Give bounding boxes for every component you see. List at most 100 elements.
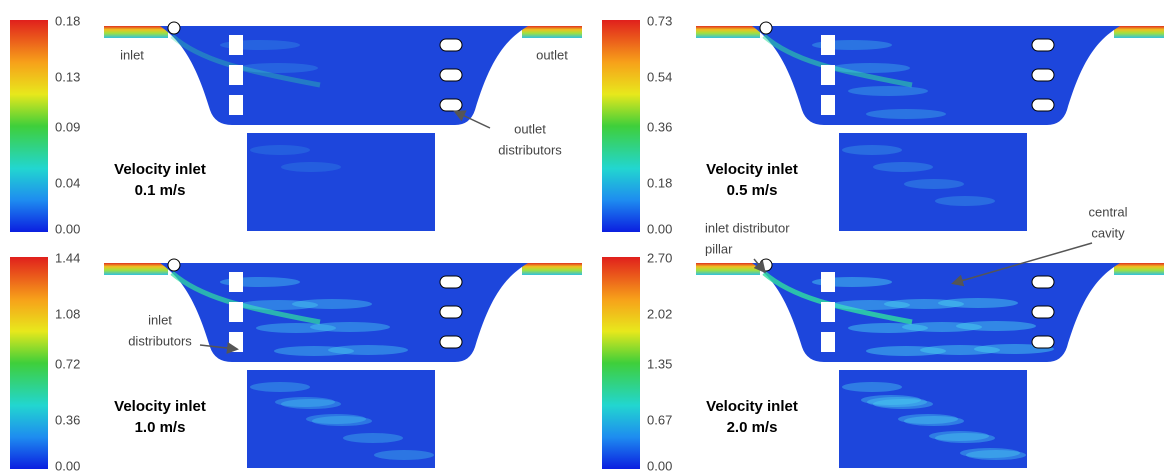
scale-label: 0.13 [55,69,80,84]
flow-streak [935,433,995,443]
flow-streak [842,145,902,155]
velocity-value: 0.5 m/s [727,182,778,199]
panel: 2.70 2.02 1.35 0.67 0.00 Velocity inlet 2.0 m/… [602,204,1164,473]
flow-streak [274,346,354,356]
annotation-arrow [453,110,491,129]
flow-streak [250,145,310,155]
flow-streak [281,162,341,172]
outlet-distributor [439,68,463,82]
inlet-distributor [821,95,835,115]
flow-streak [866,346,946,356]
velocity-label: Velocity inlet [114,398,206,415]
inlet-distributor [229,302,243,322]
flow-streak [250,382,310,392]
lower-domain [247,370,435,468]
inlet-distributor [821,332,835,352]
annotation-arrow [753,258,766,274]
flow-streak [929,431,989,441]
flow-streak [873,399,933,409]
inlet-pillar [167,21,181,35]
flow-streak [935,196,995,206]
scale-label: 1.08 [55,306,80,321]
annotation: distributors [498,142,562,157]
outlet-distributor [1031,275,1055,289]
flow-streak [292,299,372,309]
inlet-pillar [167,258,181,272]
outlet-distributor [439,275,463,289]
panel: 0.18 0.13 0.09 0.04 0.00 Velocity inlet 0.1 m/… [10,13,582,236]
inlet-pipe [104,263,168,275]
outlet-distributor [1031,98,1055,112]
panel: 1.44 1.08 0.72 0.36 0.00 Velocity inlet 1.0 m/… [10,250,582,473]
inlet-pipe [696,26,760,38]
inlet-distributor [229,35,243,55]
annotation-arrow [951,242,1093,287]
outlet-distributor [439,98,463,112]
flow-streak [343,433,403,443]
flow-streak [938,298,1018,308]
scale-label: 0.00 [55,221,80,236]
outlet-distributor [439,305,463,319]
scale-label: 0.54 [647,69,672,84]
inlet-distributor [821,272,835,292]
scale-label: 0.73 [647,13,672,28]
outlet-distributor [1031,68,1055,82]
inlet-pipe [696,263,760,275]
scale-label: 0.36 [55,412,80,427]
annotation: outlet [536,47,568,62]
flow-streak [848,323,928,333]
scale-label: 0.00 [647,221,672,236]
lower-domain [839,370,1027,468]
color-bar [602,257,640,469]
flow-streak [866,109,946,119]
velocity-label: Velocity inlet [706,161,798,178]
flow-streak [312,416,372,426]
flow-streak [256,323,336,333]
scale-label: 0.18 [55,13,80,28]
jet [762,271,913,325]
flow-streak [310,322,390,332]
inlet-pipe [104,26,168,38]
color-bar [10,20,48,232]
domain [752,263,1120,362]
flow-streak [830,300,910,310]
outlet-pipe [522,26,582,38]
outlet-pipe [1114,263,1164,275]
flow-streak [904,416,964,426]
inlet-distributor [821,65,835,85]
scale-label: 2.02 [647,306,672,321]
flow-streak [956,321,1036,331]
flow-streak [848,86,928,96]
annotation: inlet [120,47,144,62]
annotation: inlet [148,312,172,327]
domain [160,26,528,125]
annotation-arrow [199,342,239,354]
outlet-distributor [439,335,463,349]
flow-streak [842,382,902,392]
flow-streak [830,63,910,73]
scale-label: 0.36 [647,119,672,134]
annotation: outlet [514,121,546,136]
jet [170,34,321,88]
scale-label: 0.00 [647,458,672,473]
inlet-distributor [229,95,243,115]
velocity-value: 2.0 m/s [727,419,778,436]
flow-streak [238,63,318,73]
scale-label: 0.00 [55,458,80,473]
velocity-label: Velocity inlet [706,398,798,415]
velocity-label: Velocity inlet [114,161,206,178]
lower-domain [247,133,435,231]
jet [170,271,321,325]
flow-streak [867,397,927,407]
flow-streak [281,399,341,409]
lower-domain [839,133,1027,231]
color-bar [602,20,640,232]
flow-streak [861,395,921,405]
annotation: inlet distributor [705,220,790,235]
outlet-pipe [522,263,582,275]
annotation: distributors [128,333,192,348]
flow-streak [884,299,964,309]
scale-label: 1.35 [647,356,672,371]
annotation: cavity [1091,225,1125,240]
